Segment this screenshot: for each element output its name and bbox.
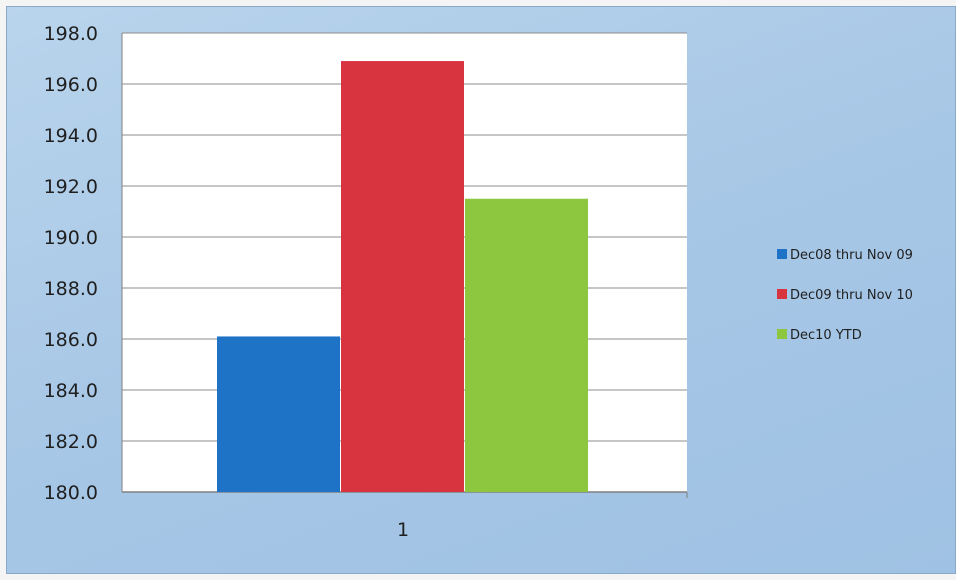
y-tick-label: 198.0 bbox=[44, 23, 98, 45]
bar-series-2 bbox=[341, 61, 464, 493]
bar-series-1 bbox=[217, 336, 340, 492]
y-tick-label: 194.0 bbox=[44, 125, 98, 147]
legend-label-3: Dec10 YTD bbox=[790, 328, 862, 343]
y-tick-label: 186.0 bbox=[44, 329, 98, 351]
y-tick-label: 192.0 bbox=[44, 176, 98, 198]
y-tick-label: 196.0 bbox=[44, 74, 98, 96]
legend-swatch-2 bbox=[777, 289, 787, 299]
legend-swatch-1 bbox=[777, 249, 787, 259]
y-tick-label: 188.0 bbox=[44, 278, 98, 300]
legend-label-1: Dec08 thru Nov 09 bbox=[790, 248, 913, 263]
legend-label-2: Dec09 thru Nov 10 bbox=[790, 288, 913, 303]
legend-swatch-3 bbox=[777, 329, 787, 339]
bar-series-3 bbox=[465, 198, 588, 492]
y-tick-label: 182.0 bbox=[44, 431, 98, 453]
y-tick-label: 184.0 bbox=[44, 380, 98, 402]
y-tick-label: 190.0 bbox=[44, 227, 98, 249]
x-tick-label: 1 bbox=[397, 519, 409, 541]
y-tick-label: 180.0 bbox=[44, 482, 98, 504]
